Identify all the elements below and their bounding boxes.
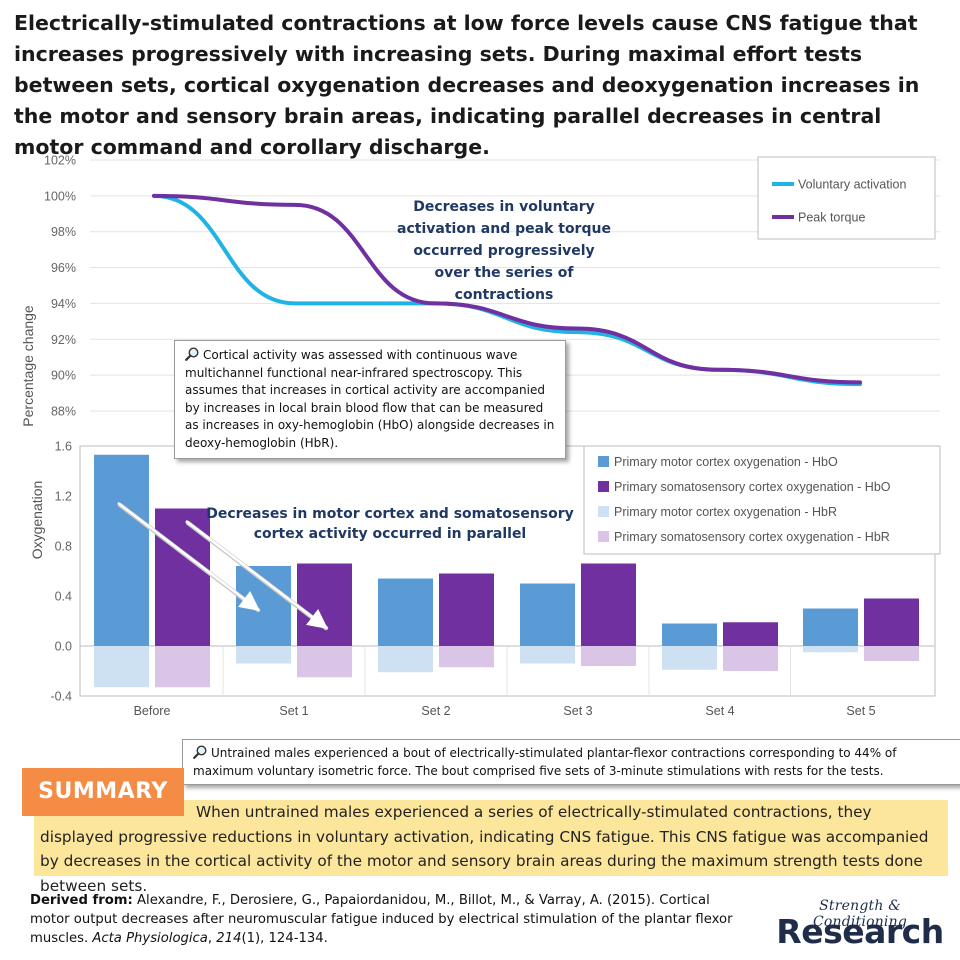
line-chart-legend: Voluntary activation Peak torque <box>757 156 936 240</box>
legend-label: Primary motor cortex oxygenation - HbO <box>614 455 838 469</box>
y-tick-label: 94% <box>51 297 76 311</box>
protocol-note: Untrained males experienced a bout of el… <box>182 739 960 785</box>
citation-label: Derived from: <box>30 893 133 908</box>
x-tick-label: Set 1 <box>279 704 308 718</box>
y-tick-label: 96% <box>51 261 76 275</box>
summary-box <box>34 800 948 876</box>
legend-box <box>583 445 941 555</box>
bar-motor-hbr <box>378 646 433 673</box>
bar-somatosensory-hbr <box>297 646 352 678</box>
bar-chart-arrows <box>117 502 329 631</box>
citation-text: Alexandre, F., Derosiere, G., Papaiordan… <box>30 893 733 946</box>
y-tick-label: 100% <box>44 189 76 203</box>
legend-swatch <box>598 481 609 492</box>
bar-somatosensory-hbo <box>723 622 778 646</box>
legend-label: Primary motor cortex oxygenation - HbR <box>614 505 837 519</box>
bar-motor-hbr <box>662 646 717 670</box>
legend-label: Primary somatosensory cortex oxygenation… <box>614 530 890 544</box>
research-logo: Strength & Conditioning Research <box>770 898 950 954</box>
headline: Electrically-stimulated contractions at … <box>14 11 920 159</box>
bar-chart-annotation: Decreases in motor cortex and somatosens… <box>206 506 574 542</box>
legend-swatch <box>598 506 609 517</box>
line-chart-y-axis-label: Percentage change <box>20 305 36 427</box>
magnifier-icon <box>185 347 199 361</box>
bar-somatosensory-hbo <box>581 563 636 646</box>
y-tick-label: 1.6 <box>55 440 72 454</box>
y-tick-label: 0.0 <box>55 640 72 654</box>
x-tick-label: Set 3 <box>563 704 592 718</box>
y-tick-label: 0.4 <box>55 590 72 604</box>
magnifier-icon <box>193 745 207 759</box>
bar-somatosensory-hbr <box>723 646 778 671</box>
line-chart-annotation: Decreases in voluntary activation and pea… <box>397 199 611 303</box>
y-tick-label: 90% <box>51 369 76 383</box>
legend-label: Primary somatosensory cortex oxygenation… <box>614 480 891 494</box>
bar-somatosensory-hbr <box>581 646 636 666</box>
arrow-motor <box>117 502 260 612</box>
bar-somatosensory-hbo <box>864 598 919 646</box>
bar-motor-hbr <box>236 646 291 664</box>
bar-chart-bars <box>94 454 919 688</box>
series-line-peak-torque <box>152 193 862 385</box>
bar-motor-hbo <box>94 454 149 646</box>
y-tick-label: -0.4 <box>50 690 72 704</box>
summary-text: When untrained males experienced a serie… <box>40 803 929 895</box>
bar-motor-hbr <box>94 646 149 688</box>
bar-motor-hbo <box>662 623 717 646</box>
bar-somatosensory-hbr <box>864 646 919 661</box>
citation-journal: Acta Physiologica <box>92 931 208 946</box>
bar-somatosensory-hbo <box>297 563 352 646</box>
y-tick-label: 0.8 <box>55 540 72 554</box>
protocol-note-text: Untrained males experienced a bout of el… <box>193 746 897 778</box>
x-tick-label: Before <box>134 704 171 718</box>
bar-somatosensory-hbo <box>155 508 210 646</box>
legend-label: Peak torque <box>798 211 865 225</box>
line-chart: 88% 90% 92% 94% 96% 98% 100% 102% Percentage ch… <box>20 154 940 427</box>
line-chart-y-ticks: 88% 90% 92% 94% 96% 98% 100% 102% <box>44 154 76 419</box>
legend-box <box>757 156 936 240</box>
bar-chart-y-axis-label: Oxygenation <box>29 481 45 560</box>
legend-label: Voluntary activation <box>798 178 906 192</box>
bar-motor-hbr <box>803 646 858 653</box>
bar-chart-y-ticks: -0.4 0.0 0.4 0.8 1.2 1.6 <box>50 440 72 704</box>
y-tick-label: 1.2 <box>55 490 72 504</box>
y-tick-label: 98% <box>51 225 76 239</box>
y-tick-label: 102% <box>44 154 76 168</box>
bar-motor-hbo <box>520 583 575 646</box>
citation-volume: 214 <box>216 931 242 946</box>
y-tick-label: 88% <box>51 405 76 419</box>
logo-line-1: Strength & Conditioning <box>812 898 907 930</box>
arrow-somatosensory <box>185 520 328 630</box>
bar-somatosensory-hbr <box>155 646 210 688</box>
bar-somatosensory-hbo <box>439 573 494 646</box>
citation: Derived from: Alexandre, F., Derosiere, … <box>30 893 733 946</box>
legend-swatch <box>598 531 609 542</box>
fnirs-note-text: Cortical activity was assessed with cont… <box>185 348 555 450</box>
logo-line-2: Research <box>776 912 944 951</box>
citation-pages: (1), 124-134. <box>241 931 328 946</box>
legend-swatch <box>598 456 609 467</box>
y-tick-label: 92% <box>51 333 76 347</box>
bar-chart-x-ticks: Before Set 1 Set 2 Set 3 Set 4 Set 5 <box>134 704 876 718</box>
bar-chart-legend: Primary motor cortex oxygenation - HbO Pr… <box>583 445 941 555</box>
x-tick-label: Set 5 <box>846 704 875 718</box>
bar-somatosensory-hbr <box>439 646 494 668</box>
x-tick-label: Set 2 <box>421 704 450 718</box>
bar-chart: -0.4 0.0 0.4 0.8 1.2 1.6 Oxygenation Before Se… <box>29 440 941 718</box>
line-chart-series <box>152 193 862 387</box>
bar-motor-hbo <box>378 578 433 646</box>
bar-motor-hbr <box>520 646 575 664</box>
bar-motor-hbo <box>803 608 858 646</box>
summary-label: SUMMARY <box>22 768 184 816</box>
x-tick-label: Set 4 <box>705 704 734 718</box>
fnirs-note: Cortical activity was assessed with cont… <box>174 340 566 459</box>
